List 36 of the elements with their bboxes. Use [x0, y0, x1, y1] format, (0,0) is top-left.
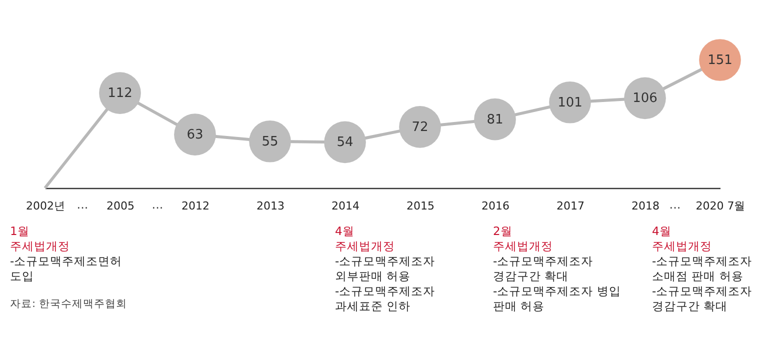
- text: -소규모맥주제조자 외부판매 허용 -소규모맥주제조자 과세표준 인하: [335, 254, 436, 313]
- text: 1월 주세법개정: [10, 224, 70, 253]
- data-label: 72: [412, 120, 428, 135]
- text: -소규모맥주제조면허 도입: [10, 254, 122, 283]
- data-label: 81: [486, 112, 504, 128]
- point: [324, 121, 366, 164]
- x-tick-label: 2014: [332, 200, 360, 212]
- data-label: 151: [708, 53, 732, 68]
- text: -소규모맥주제조자 소매점 판매 허용 -소규모맥주제조자 경감구간 확대: [652, 254, 752, 313]
- text: 자료: 한국수제맥주협회: [10, 298, 127, 310]
- data-label: 112: [108, 86, 132, 102]
- text: 2월 주세법개정: [493, 224, 553, 253]
- x-tick-label: 2005: [106, 200, 134, 212]
- x-tick-label: 2018: [632, 200, 660, 212]
- text: -소규모맥주제조자 경감구간 확대 -소규모맥주제조자 병입 판매 허용: [493, 254, 621, 313]
- x-tick-label: 2002년: [26, 200, 65, 212]
- data-label: 54: [336, 135, 354, 150]
- x-tick-label: 2015: [406, 200, 434, 212]
- point: [249, 120, 291, 162]
- text: 4월 주세법개정: [335, 224, 395, 253]
- x-tick-label: 2012: [182, 200, 210, 212]
- x-tick-label: 2020 7월: [696, 200, 746, 212]
- text: 4월 주세법개정: [652, 224, 712, 253]
- point: [474, 98, 516, 140]
- data-label: 63: [186, 128, 204, 143]
- text: ···: [152, 201, 164, 215]
- data-label: 101: [558, 95, 582, 110]
- point: [399, 106, 441, 148]
- x-tick-label: 2017: [556, 200, 584, 212]
- data-label: 106: [632, 91, 658, 106]
- text: ···: [669, 201, 681, 215]
- point: [174, 114, 216, 156]
- x-tick-label: 2016: [482, 200, 510, 212]
- text: ···: [76, 201, 88, 215]
- x-tick-label: 2013: [256, 200, 284, 212]
- data-label: 55: [262, 134, 278, 150]
